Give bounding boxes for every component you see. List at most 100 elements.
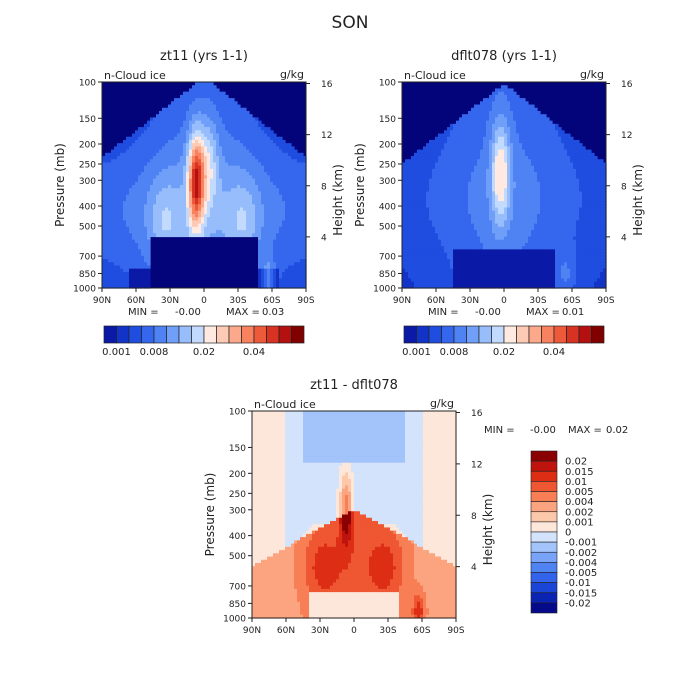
heatmap-cell (126, 210, 130, 215)
heatmap-cell (195, 175, 199, 180)
heatmap-cell (255, 172, 259, 176)
heatmap-cell (114, 204, 118, 209)
heatmap-cell (198, 133, 202, 138)
heatmap-cell (264, 204, 268, 209)
heatmap-cell (114, 172, 118, 176)
heatmap-cell (132, 207, 136, 212)
heatmap-cell (180, 117, 184, 122)
heatmap-cell (246, 191, 250, 196)
heatmap-cell (246, 210, 250, 215)
heatmap-cell (234, 146, 238, 151)
heatmap-cell (219, 152, 223, 157)
heatmap-cell (108, 210, 112, 215)
variable-label: n-Cloud ice (104, 69, 166, 82)
heatmap-cell (279, 159, 283, 164)
heatmap-cell (156, 159, 160, 164)
heatmap-cell (192, 104, 196, 109)
heatmap-cell (216, 210, 220, 215)
heatmap-cell (156, 175, 160, 180)
heatmap-cell (300, 172, 304, 176)
heatmap-cell (273, 204, 277, 209)
heatmap-cell (192, 94, 196, 99)
heatmap-cell (192, 88, 196, 93)
heatmap-cell (174, 130, 178, 135)
heatmap-cell (279, 146, 283, 151)
heatmap-cell (228, 107, 232, 112)
heatmap-cell (144, 136, 148, 141)
heatmap-cell (300, 207, 304, 212)
heatmap-cell (222, 123, 226, 128)
heatmap-cell (153, 133, 157, 138)
heatmap-cell (147, 139, 151, 144)
heatmap-cell (246, 156, 250, 160)
heatmap-cell (285, 165, 289, 170)
heatmap-cell (246, 127, 250, 131)
heatmap-cell (132, 165, 136, 170)
heatmap-cell (243, 172, 247, 176)
heatmap-cell (132, 178, 136, 183)
heatmap-cell (171, 101, 175, 106)
heatmap-cell (237, 139, 241, 144)
heatmap-cell (120, 210, 124, 215)
heatmap-cell (189, 120, 193, 125)
heatmap-cell (222, 156, 226, 160)
heatmap-cell (219, 168, 223, 173)
heatmap-cell (258, 191, 262, 196)
heatmap-cell (282, 185, 286, 189)
heatmap-cell (150, 201, 154, 205)
heatmap-cell (120, 175, 124, 180)
heatmap-cell (207, 194, 211, 199)
heatmap-cell (135, 162, 139, 167)
heatmap-cell (219, 149, 223, 154)
heatmap-cell (207, 207, 211, 212)
heatmap-cell (282, 191, 286, 196)
heatmap-cell (213, 88, 217, 93)
heatmap-cell (159, 146, 163, 151)
heatmap-cell (234, 123, 238, 128)
heatmap-cell (279, 152, 283, 157)
heatmap-cell (120, 156, 124, 160)
heatmap-cell (198, 110, 202, 115)
heatmap-cell (165, 139, 169, 144)
heatmap-cell (237, 133, 241, 138)
heatmap-cell (252, 120, 256, 125)
heatmap-cell (198, 88, 202, 93)
heatmap-cell (204, 159, 208, 164)
heatmap-cell (123, 210, 127, 215)
heatmap-cell (252, 165, 256, 170)
heatmap-cell (219, 130, 223, 135)
heatmap-cell (144, 210, 148, 215)
heatmap-cell (129, 149, 133, 154)
heatmap-cell (183, 181, 187, 186)
heatmap-cell (135, 197, 139, 202)
heatmap-cell (234, 156, 238, 160)
heatmap-cell (189, 181, 193, 186)
heatmap-cell (174, 149, 178, 154)
heatmap-cell (147, 197, 151, 202)
heatmap-cell (180, 127, 184, 131)
x-tick-label: 60S (263, 296, 280, 306)
heatmap-cell (111, 204, 115, 209)
heatmap-cell (216, 133, 220, 138)
heatmap-cell (120, 165, 124, 170)
heatmap-cell (261, 159, 265, 164)
y-tick-label: 400 (79, 203, 96, 213)
heatmap-cell (168, 133, 172, 138)
heatmap-cell (135, 152, 139, 157)
heatmap-cell (183, 146, 187, 151)
heatmap-cell (159, 117, 163, 122)
heatmap-cell (201, 91, 205, 96)
heatmap-cell (249, 149, 253, 154)
heatmap-cell (129, 156, 133, 160)
heatmap-cell (126, 152, 130, 157)
heatmap-cell (270, 156, 274, 160)
heatmap-cell (270, 197, 274, 202)
heatmap-cell (204, 185, 208, 189)
heatmap-cell (204, 146, 208, 151)
heatmap-cell (261, 133, 265, 138)
heatmap-cell (129, 152, 133, 157)
heatmap-cell (264, 143, 268, 147)
heatmap-cell (216, 91, 220, 96)
heatmap-cell (285, 185, 289, 189)
heatmap-cell (279, 204, 283, 209)
